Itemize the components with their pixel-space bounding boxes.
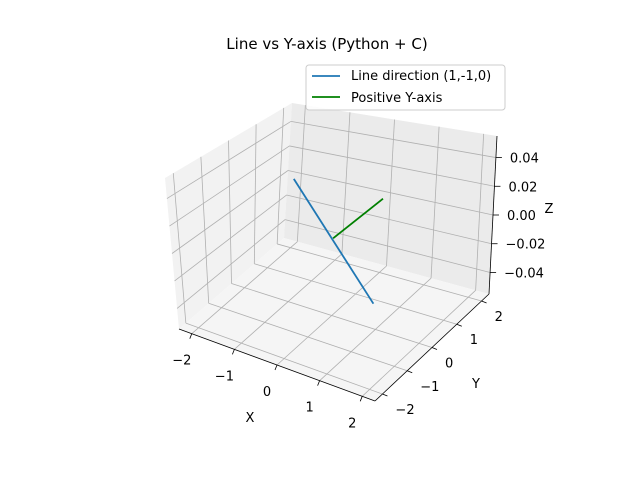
- grid-line-y-floor: [185, 322, 383, 395]
- x-tick-label: 1: [305, 401, 313, 416]
- x-tick-label: 0: [263, 385, 271, 400]
- tick-marks: [189, 157, 502, 402]
- pane-floor: [179, 238, 489, 401]
- y-tick-label: 0: [445, 357, 453, 372]
- grid-line-z-left: [176, 219, 286, 309]
- grid-line-y-floor: [277, 243, 482, 302]
- y-axis-label: Y: [471, 377, 480, 392]
- z-tick-label: 0.04: [510, 152, 539, 167]
- y-tick-mark: [407, 370, 413, 374]
- grid-line-z-back: [289, 145, 495, 187]
- z-tick-label: 0.02: [508, 180, 537, 195]
- x-tick-mark: [189, 333, 193, 339]
- pane-left: [165, 103, 292, 329]
- grid-line-z-left: [171, 170, 289, 254]
- z-axis-label: Z: [545, 202, 554, 217]
- grid-line-z-back: [286, 194, 492, 245]
- grid-line-z-back: [290, 121, 496, 158]
- grid-line-y-floor: [254, 263, 457, 325]
- x-tick-label: 2: [348, 416, 356, 431]
- y-tick-mark: [431, 347, 438, 350]
- legend: Line direction (1,-1,0) Positive Y-axis: [305, 64, 506, 111]
- series-line-1: [332, 197, 384, 240]
- grid-line-z-left: [169, 145, 290, 227]
- y-tick-mark: [481, 300, 487, 304]
- legend-box: [305, 64, 506, 111]
- grid-line-z-back: [284, 219, 491, 273]
- x-tick-mark: [274, 364, 278, 371]
- y-tick-label: −2: [395, 403, 414, 418]
- legend-label-positive-y-axis: Positive Y-axis: [351, 91, 443, 106]
- grid-line-z-left: [174, 194, 287, 282]
- series-lines: [293, 178, 384, 305]
- z-tick-label: 0.00: [507, 209, 536, 224]
- series-line-0: [293, 178, 375, 305]
- tick-labels: −2 −1 0 1 2 −2 −1 0 1 2 −0.04 −0.02 0.00 0.02 0.04: [172, 152, 545, 432]
- y-tick-mark: [382, 393, 388, 397]
- y-tick-mark: [456, 323, 462, 327]
- y-tick-label: 1: [470, 333, 478, 348]
- grid-line-z-left: [166, 121, 292, 199]
- x-tick-mark: [359, 396, 363, 402]
- x-tick-label: −2: [172, 354, 191, 369]
- y-tick-label: −1: [420, 380, 439, 395]
- y-tick-label: 2: [495, 310, 503, 325]
- grid-lines: [166, 105, 496, 397]
- x-tick-mark: [317, 380, 320, 386]
- x-tick-label: −1: [215, 369, 234, 384]
- chart-title: Line vs Y-axis (Python + C): [226, 35, 427, 53]
- grid-line-y-floor: [231, 283, 433, 348]
- z-tick-label: −0.02: [506, 238, 546, 253]
- grid-line-y-floor: [208, 302, 408, 372]
- z-tick-label: −0.04: [504, 266, 544, 281]
- grid-line-z-back: [287, 170, 494, 216]
- x-tick-mark: [232, 349, 235, 355]
- legend-label-line-direction: Line direction (1,-1,0): [351, 69, 491, 84]
- x-axis-label: X: [246, 411, 255, 426]
